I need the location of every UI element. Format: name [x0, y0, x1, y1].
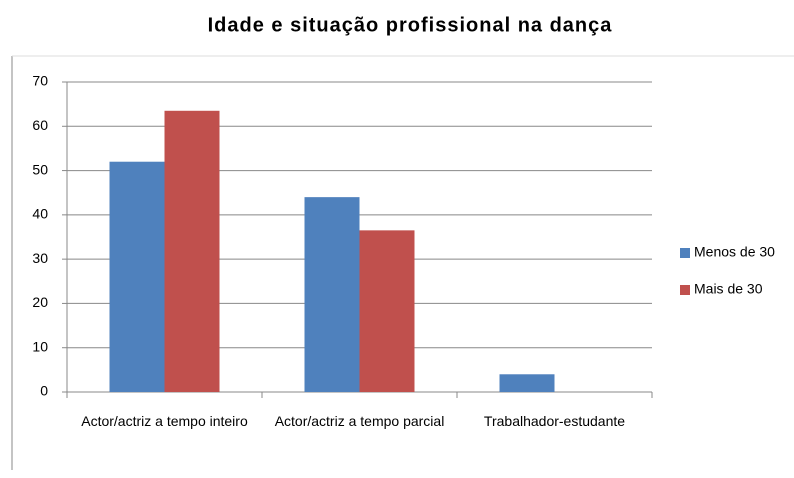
x-tick-label: Trabalhador-estudante [483, 413, 626, 429]
legend-label: Mais de 30 [694, 281, 763, 297]
y-tick-label: 50 [32, 161, 48, 177]
bar [109, 161, 165, 392]
y-tick-label: 70 [32, 73, 48, 89]
x-tick-label-box: Trabalhador-estudante [483, 413, 626, 429]
legend-swatch [680, 285, 690, 295]
bar [359, 230, 415, 392]
y-tick-label: 0 [40, 383, 48, 399]
bar [499, 374, 555, 392]
legend-swatch [680, 248, 690, 258]
y-tick-label: 10 [32, 338, 48, 354]
bar [164, 110, 220, 393]
x-tick-label-box: Actor/actriz a tempo parcial [274, 413, 445, 429]
x-tick-label: Actor/actriz a tempo inteiro [81, 413, 248, 429]
y-tick-label: 30 [32, 250, 48, 266]
y-tick-label: 40 [32, 206, 48, 222]
x-tick-label-box: Actor/actriz a tempo inteiro [81, 413, 248, 429]
chart-title: Idade e situação profissional na dança [208, 14, 613, 36]
y-tick-label: 60 [32, 117, 48, 133]
y-tick-label: 20 [32, 294, 48, 310]
bar [304, 197, 360, 392]
legend-label: Menos de 30 [694, 244, 775, 260]
x-tick-label: Actor/actriz a tempo parcial [274, 413, 445, 429]
